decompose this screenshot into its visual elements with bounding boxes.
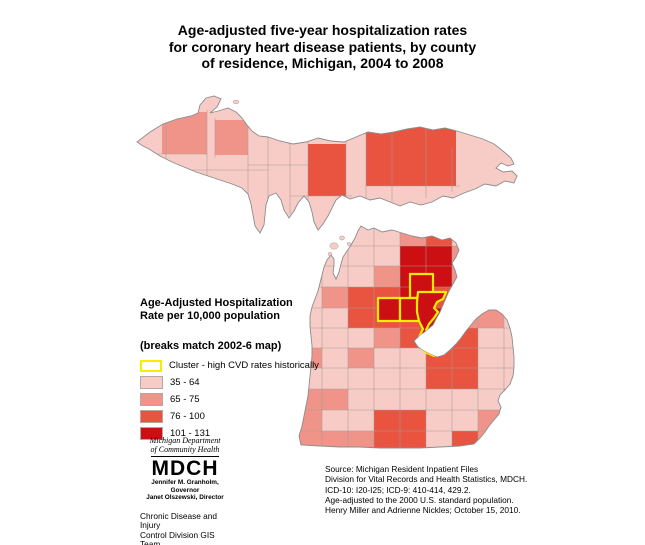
legend-label: 101 - 131	[170, 428, 211, 439]
source-notes: Source: Michigan Resident Inpatient File…	[325, 464, 527, 515]
legend: Age-Adjusted Hospitalization Rate per 10…	[140, 297, 340, 442]
cluster-swatch	[140, 359, 162, 372]
department-line-1: Michigan Department	[149, 436, 221, 445]
legend-title-line-1: Age-Adjusted Hospitalization	[140, 297, 293, 309]
logo-rule	[151, 456, 219, 457]
legend-item: 35 - 64	[140, 374, 340, 391]
upper-peninsula-outline	[136, 95, 518, 234]
legend-swatch-35-64	[140, 376, 163, 389]
source-line-1: Source: Michigan Resident Inpatient File…	[325, 464, 479, 474]
governor-credit: Jennifer M. Granholm, Governor	[151, 479, 219, 494]
page-title: Age-adjusted five-year hospitalization r…	[0, 22, 645, 72]
legend-items: Cluster - high CVD rates historically 35…	[140, 357, 340, 442]
islands	[232, 99, 352, 256]
title-line-3: of residence, Michigan, 2004 to 2008	[201, 55, 444, 71]
legend-item: 65 - 75	[140, 391, 340, 408]
legend-swatch-76-100	[140, 410, 163, 423]
gis-team-credit: Chronic Disease and Injury Control Divis…	[140, 510, 230, 545]
legend-label: 65 - 75	[170, 394, 200, 405]
director-credit: Janet Olszewski, Director	[146, 494, 224, 501]
mdch-logo: MDCH	[151, 457, 219, 480]
team-line-2: Control Division GIS Team	[140, 529, 215, 545]
legend-label: 76 - 100	[170, 411, 205, 422]
source-line-2: Division for Vital Records and Health St…	[325, 474, 528, 485]
legend-swatch-65-75	[140, 393, 163, 406]
source-line-4: Age-adjusted to the 2000 U.S. standard p…	[325, 494, 514, 505]
department-line-2: of Community Health	[150, 445, 220, 454]
legend-item-cluster: Cluster - high CVD rates historically	[140, 357, 340, 374]
lower-peninsula-outline	[298, 225, 515, 449]
legend-item: 76 - 100	[140, 408, 340, 425]
source-line-3: ICD-10: I20-I25; ICD-9: 410-414, 429.2.	[325, 484, 471, 495]
legend-label: 35 - 64	[170, 377, 200, 388]
legend-item: 101 - 131	[140, 425, 340, 442]
team-line-1: Chronic Disease and Injury	[140, 510, 218, 530]
legend-label: Cluster - high CVD rates historically	[169, 360, 319, 371]
legend-title-line-2: Rate per 10,000 population	[140, 310, 280, 322]
title-line-2: for coronary heart disease patients, by …	[168, 38, 477, 55]
legend-swatch-101-131	[140, 427, 163, 440]
department-name: Michigan Department of Community Health	[140, 436, 230, 454]
legend-note: (breaks match 2002-6 map)	[140, 340, 282, 352]
title-line-1: Age-adjusted five-year hospitalization r…	[177, 22, 468, 38]
agency-credits: Michigan Department of Community Health …	[140, 436, 230, 545]
legend-title: Age-Adjusted Hospitalization Rate per 10…	[140, 297, 340, 323]
up-county-borders	[137, 98, 460, 214]
source-line-5: Henry Miller and Adrienne Nickles; Octob…	[325, 505, 521, 516]
